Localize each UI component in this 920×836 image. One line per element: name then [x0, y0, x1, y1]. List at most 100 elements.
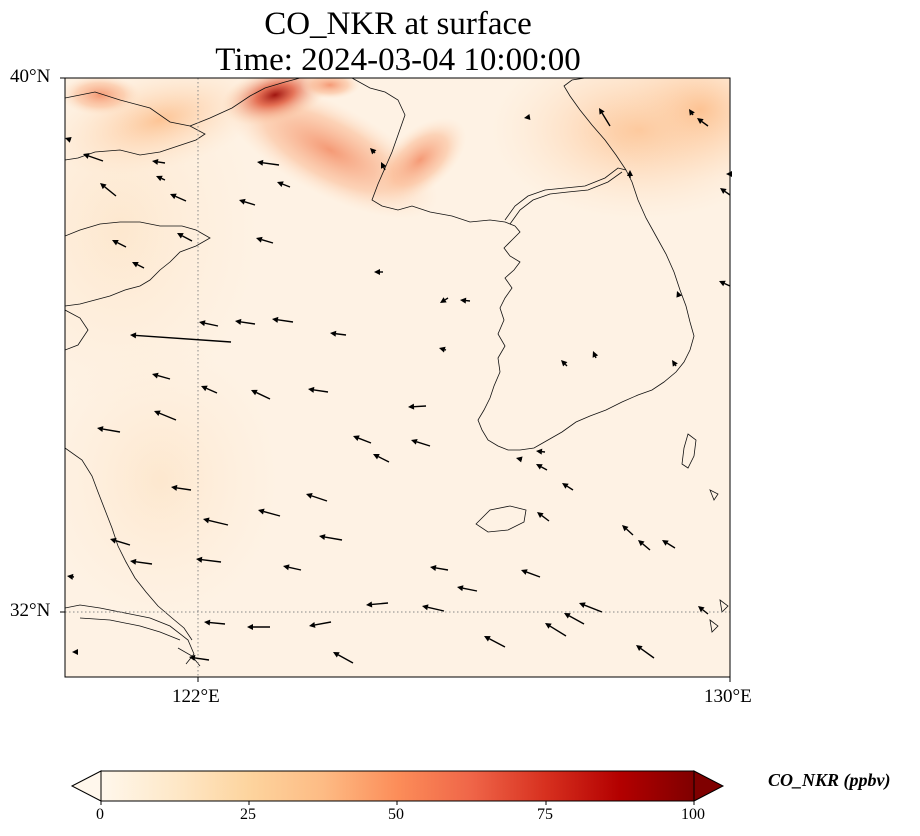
wind-arrow	[67, 573, 75, 580]
wind-arrow	[697, 118, 709, 127]
wind-arrow	[201, 385, 218, 394]
wind-arrow	[561, 360, 568, 367]
wind-arrow	[592, 351, 599, 359]
wind-arrow	[130, 332, 232, 343]
wind-arrow	[719, 280, 731, 287]
wind-arrow	[189, 654, 210, 661]
wind-arrow	[256, 236, 274, 244]
wind-arrow	[408, 403, 427, 410]
wind-arrow	[156, 175, 166, 182]
wind-arrow	[422, 604, 445, 612]
wind-arrow	[203, 517, 229, 526]
wind-arrow	[720, 188, 731, 196]
wind-arrow	[599, 108, 611, 127]
wind-arrow	[672, 360, 678, 367]
wind-arrow	[309, 621, 332, 628]
wind-arrow	[100, 183, 117, 197]
colorbar-gradient	[100, 770, 695, 802]
colorbar-title: CO_NKR (ppbv)	[768, 770, 891, 790]
wind-arrow	[374, 269, 383, 275]
wind-arrow	[411, 438, 431, 447]
map-title-line1: CO_NKR at surface	[264, 6, 532, 42]
wind-arrow	[154, 410, 177, 421]
wind-arrow	[132, 262, 145, 269]
wind-arrow	[579, 602, 603, 613]
wind-arrow	[524, 114, 531, 120]
wind-vectors	[65, 108, 732, 664]
wind-arrow	[562, 483, 574, 491]
wind-arrow	[258, 508, 281, 517]
wind-arrow	[516, 456, 523, 463]
wind-arrow	[152, 372, 171, 380]
wind-arrow	[196, 556, 222, 563]
colorbar-max-extension	[693, 770, 725, 802]
wind-arrow	[283, 564, 302, 571]
wind-arrow	[235, 318, 256, 325]
wind-arrow	[698, 606, 709, 615]
wind-arrow	[440, 297, 449, 303]
lat-tick-32n: 32°N	[10, 600, 51, 621]
colorbar-tick-0: 0	[96, 806, 104, 823]
wind-arrow	[484, 636, 506, 648]
wind-arrow	[638, 540, 651, 551]
coastlines	[65, 78, 729, 667]
gridlines	[65, 78, 730, 677]
wind-arrow	[536, 448, 546, 455]
lat-tick-40n: 40°N	[10, 66, 51, 87]
wind-arrow	[306, 493, 328, 502]
lon-tick-130e: 130°E	[704, 686, 752, 707]
wind-arrow	[199, 320, 219, 327]
wind-arrow	[239, 198, 256, 206]
wind-arrow	[353, 435, 372, 444]
wind-arrow	[272, 316, 294, 323]
wind-arrow	[333, 652, 354, 664]
colorbar-tick-100: 100	[681, 806, 705, 823]
wind-arrow	[662, 540, 676, 549]
colorbar-tick-25: 25	[240, 806, 256, 823]
wind-arrow	[277, 181, 291, 188]
map-frame	[64, 77, 731, 678]
lon-tick-122e: 122°E	[172, 686, 220, 707]
wind-arrow	[373, 454, 390, 463]
wind-arrow	[204, 619, 226, 626]
wind-arrow	[110, 537, 131, 546]
wind-arrow	[130, 558, 153, 565]
wind-arrow	[627, 170, 633, 178]
wind-arrow	[97, 426, 121, 433]
colorbar-tick-75: 75	[537, 806, 553, 823]
colorbar	[70, 770, 725, 805]
wind-arrow	[112, 240, 127, 248]
wind-arrow	[536, 464, 548, 471]
wind-arrow	[319, 534, 343, 541]
colorbar-min-extension	[70, 770, 102, 802]
concentration-field	[65, 78, 730, 677]
wind-arrow	[72, 649, 78, 655]
wind-arrow	[152, 158, 166, 165]
wind-arrow	[170, 193, 187, 202]
wind-arrow	[564, 613, 585, 625]
wind-arrow	[177, 233, 193, 242]
wind-arrow	[636, 645, 655, 659]
wind-arrow	[370, 148, 377, 155]
wind-arrow	[83, 153, 104, 162]
wind-arrow	[330, 330, 347, 337]
wind-arrow	[257, 159, 280, 166]
wind-arrow	[676, 291, 683, 298]
wind-arrow	[537, 512, 550, 522]
wind-arrow	[689, 109, 695, 116]
wind-arrow	[439, 346, 447, 353]
wind-arrow	[308, 386, 329, 393]
colorbar-tick-50: 50	[388, 806, 404, 823]
wind-arrow	[381, 162, 387, 171]
wind-arrow	[251, 389, 271, 400]
wind-arrow	[65, 137, 72, 143]
wind-arrow	[545, 623, 567, 637]
wind-arrow	[521, 569, 541, 578]
wind-arrow	[430, 565, 449, 571]
wind-arrow	[171, 484, 192, 491]
wind-arrow	[457, 585, 478, 592]
wind-arrow	[366, 601, 389, 608]
wind-arrow	[247, 624, 270, 630]
map-title-line2: Time: 2024-03-04 10:00:00	[215, 42, 581, 78]
